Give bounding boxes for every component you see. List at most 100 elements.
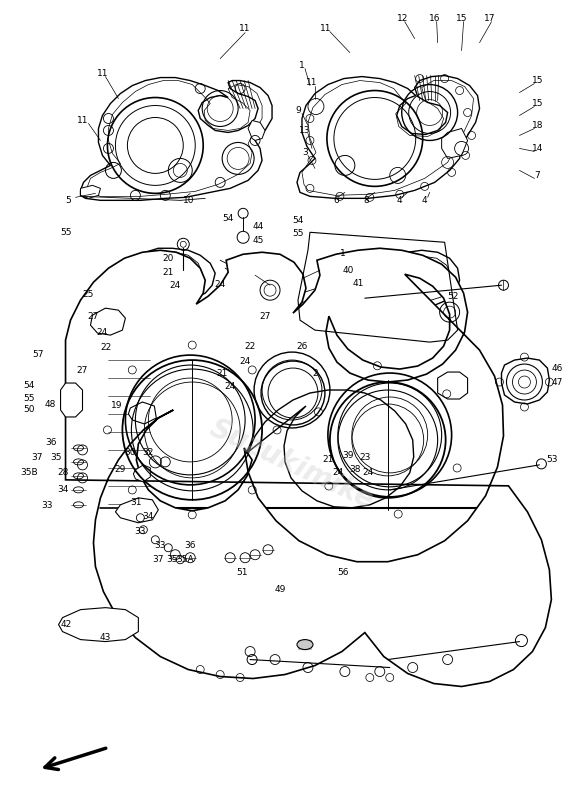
Text: 1: 1: [340, 249, 346, 258]
Text: 9: 9: [295, 106, 301, 115]
Polygon shape: [116, 498, 158, 522]
Text: 4: 4: [397, 196, 402, 205]
Text: 35A: 35A: [176, 555, 194, 564]
Text: 48: 48: [45, 401, 56, 410]
Polygon shape: [81, 78, 272, 200]
Text: 24: 24: [332, 468, 343, 478]
Polygon shape: [390, 250, 460, 306]
Text: 36: 36: [185, 542, 196, 550]
Text: 24: 24: [224, 382, 236, 390]
Polygon shape: [140, 248, 215, 300]
Text: 8: 8: [363, 196, 369, 205]
Text: 56: 56: [337, 568, 349, 577]
Text: 33: 33: [155, 542, 166, 550]
Text: 23: 23: [359, 454, 370, 462]
Text: 31: 31: [131, 498, 142, 507]
Text: 53: 53: [547, 455, 558, 464]
Text: 44: 44: [252, 222, 264, 231]
Polygon shape: [248, 121, 265, 141]
Text: 5: 5: [65, 196, 71, 205]
Text: 16: 16: [429, 14, 440, 23]
Text: 12: 12: [397, 14, 408, 23]
Text: 6: 6: [333, 196, 339, 205]
Polygon shape: [65, 248, 551, 686]
Text: 49: 49: [274, 585, 286, 594]
Text: 54: 54: [223, 214, 234, 223]
Text: 21: 21: [217, 369, 228, 378]
Text: 24: 24: [239, 357, 251, 366]
Polygon shape: [442, 129, 468, 158]
Text: 55: 55: [292, 229, 304, 238]
Text: 55: 55: [60, 228, 71, 237]
Text: 37: 37: [31, 454, 43, 462]
Text: 18: 18: [531, 121, 543, 130]
Text: 21: 21: [162, 268, 174, 277]
Text: 42: 42: [61, 620, 72, 629]
Text: 1: 1: [299, 61, 305, 70]
Text: 11: 11: [77, 116, 88, 125]
Text: 24: 24: [214, 280, 226, 289]
Text: 24: 24: [170, 281, 181, 290]
Text: 15: 15: [456, 14, 467, 23]
Text: 7: 7: [534, 171, 540, 180]
Text: 27: 27: [259, 312, 271, 321]
Text: 11: 11: [239, 24, 251, 33]
Text: 26: 26: [296, 342, 308, 350]
Text: 29: 29: [114, 466, 126, 474]
Text: 4: 4: [422, 196, 427, 205]
Text: 39: 39: [342, 451, 354, 461]
Text: 25: 25: [83, 290, 94, 298]
Text: 24: 24: [362, 468, 373, 478]
Text: 28: 28: [57, 468, 68, 478]
Text: 10: 10: [182, 196, 194, 205]
Polygon shape: [128, 402, 157, 424]
Text: 35: 35: [166, 555, 178, 564]
Text: 38: 38: [349, 466, 360, 474]
Text: 35: 35: [50, 454, 61, 462]
Text: 21: 21: [322, 455, 333, 464]
Text: 37: 37: [152, 555, 164, 564]
Text: 19: 19: [111, 402, 122, 410]
Text: 51: 51: [237, 568, 248, 577]
Text: 47: 47: [552, 378, 563, 386]
Text: 32: 32: [142, 449, 154, 458]
Text: 27: 27: [88, 312, 99, 321]
Text: 54: 54: [293, 216, 304, 225]
Text: 3: 3: [302, 148, 308, 157]
Text: 14: 14: [531, 144, 543, 153]
Text: 35B: 35B: [20, 468, 37, 478]
Polygon shape: [297, 75, 479, 198]
Text: 33: 33: [134, 527, 146, 536]
Text: 30: 30: [124, 449, 136, 458]
Text: 41: 41: [352, 278, 363, 288]
Polygon shape: [58, 608, 138, 642]
Text: Suzukimike: Suzukimike: [205, 414, 379, 515]
Text: 52: 52: [447, 292, 458, 301]
Text: 34: 34: [57, 486, 68, 494]
Text: 11: 11: [306, 78, 318, 87]
Text: 45: 45: [252, 236, 264, 245]
Polygon shape: [81, 186, 100, 198]
Text: 50: 50: [23, 406, 34, 414]
Text: 36: 36: [45, 438, 56, 447]
Text: 11: 11: [97, 69, 108, 78]
Text: 11: 11: [320, 24, 332, 33]
Polygon shape: [61, 383, 82, 417]
Text: 40: 40: [342, 266, 353, 274]
Text: 34: 34: [142, 512, 154, 522]
Text: 15: 15: [531, 99, 543, 108]
Text: 15: 15: [531, 76, 543, 85]
Text: 46: 46: [552, 363, 563, 373]
Text: 13: 13: [299, 126, 311, 135]
Polygon shape: [437, 372, 468, 399]
Text: 43: 43: [100, 633, 111, 642]
Text: 17: 17: [484, 14, 495, 23]
Text: 24: 24: [97, 328, 108, 337]
Polygon shape: [502, 358, 550, 404]
Polygon shape: [133, 465, 150, 482]
Text: 57: 57: [32, 350, 43, 358]
Text: 54: 54: [23, 381, 34, 390]
Text: 27: 27: [77, 366, 88, 374]
Text: 33: 33: [41, 502, 53, 510]
Text: 20: 20: [162, 254, 174, 262]
